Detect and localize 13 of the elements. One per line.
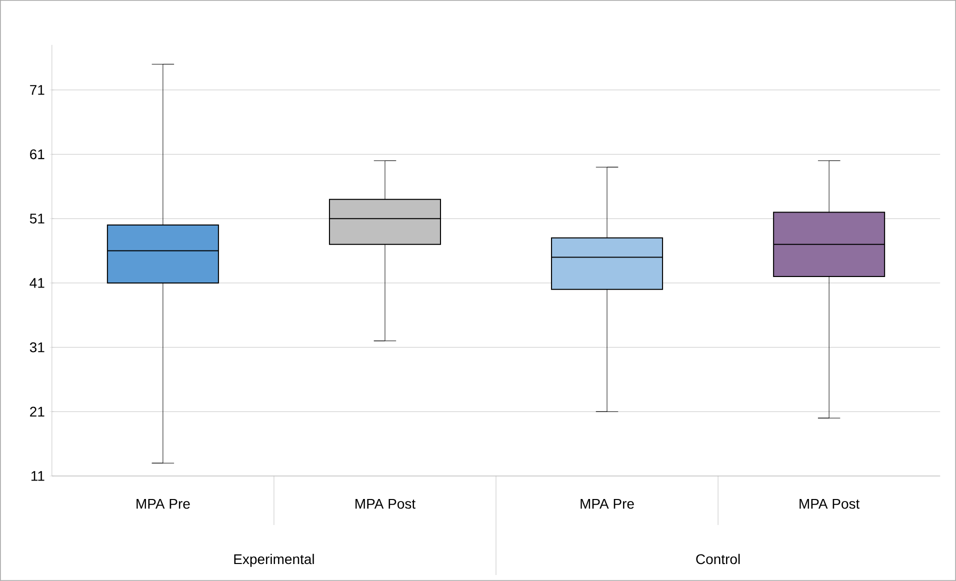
y-tick-label: 61	[30, 149, 44, 160]
x-tick-label: MPA Pre	[136, 499, 190, 509]
y-tick-label: 41	[30, 278, 44, 288]
y-tick-label: 21	[30, 406, 44, 417]
y-tick-label: 51	[30, 214, 44, 224]
x-tick-label: MPA Post	[800, 499, 860, 509]
text: Control	[696, 554, 740, 564]
x-tick-label: MPA Pre	[580, 499, 634, 509]
y-tick-label: 71	[30, 85, 44, 95]
y-tick-label: 11	[31, 471, 44, 481]
text: Experimental	[234, 554, 314, 567]
y-tick-label: 31	[30, 342, 44, 352]
x-tick-label: MPA Post	[356, 499, 416, 509]
